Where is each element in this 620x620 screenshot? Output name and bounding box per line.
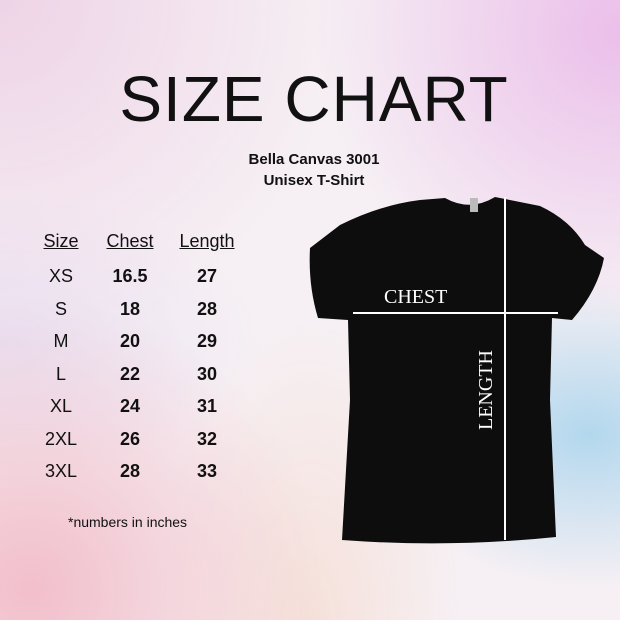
chest-cell: 20 xyxy=(119,331,141,351)
chest-cell: 24 xyxy=(119,396,141,416)
header-length: Length xyxy=(179,231,235,251)
size-cell: 2XL xyxy=(44,428,78,449)
length-cell: 32 xyxy=(196,428,218,449)
tag xyxy=(470,198,478,212)
length-cell: 27 xyxy=(196,266,218,286)
size-cell: L xyxy=(55,363,66,384)
chest-cell: 22 xyxy=(119,363,141,384)
chest-cell: 18 xyxy=(119,298,141,319)
length-cell: 30 xyxy=(196,363,218,384)
chest-cell: 28 xyxy=(119,461,141,481)
chest-label: CHEST xyxy=(384,286,447,308)
header-size: Size xyxy=(43,231,79,251)
length-label: LENGTH xyxy=(475,350,497,430)
length-cell: 29 xyxy=(196,331,218,351)
length-cell: 28 xyxy=(196,298,218,319)
product-name: Bella Canvas 3001 xyxy=(248,151,380,168)
page-title: SIZE CHART xyxy=(119,63,509,135)
product-type: Unisex T-Shirt xyxy=(263,172,365,189)
size-cell: S xyxy=(54,298,67,319)
size-cell: M xyxy=(53,331,69,351)
header-chest: Chest xyxy=(106,231,154,251)
size-cell: XS xyxy=(48,266,73,286)
size-cell: 3XL xyxy=(44,461,78,481)
length-cell: 31 xyxy=(196,396,218,416)
chest-cell: 26 xyxy=(119,428,141,449)
chest-cell: 16.5 xyxy=(112,266,148,286)
tshirt-shape xyxy=(309,197,604,544)
length-cell: 33 xyxy=(196,461,218,481)
units-note: *numbers in inches xyxy=(68,514,188,530)
size-cell: XL xyxy=(49,396,73,416)
